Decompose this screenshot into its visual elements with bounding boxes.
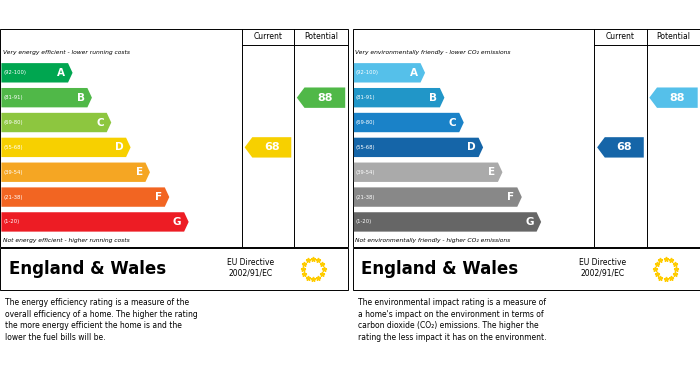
Text: (1-20): (1-20) (356, 219, 372, 224)
Text: (55-68): (55-68) (4, 145, 23, 150)
Text: B: B (76, 93, 85, 103)
Polygon shape (354, 138, 483, 157)
Text: F: F (508, 192, 514, 202)
Text: B: B (429, 93, 437, 103)
Text: 68: 68 (617, 142, 632, 152)
Polygon shape (354, 113, 464, 132)
Text: Potential: Potential (657, 32, 690, 41)
Text: (81-91): (81-91) (356, 95, 376, 100)
Text: Very environmentally friendly - lower CO₂ emissions: Very environmentally friendly - lower CO… (356, 50, 511, 55)
Polygon shape (1, 113, 111, 132)
Text: C: C (449, 118, 456, 127)
Text: 88: 88 (670, 93, 685, 103)
Text: (69-80): (69-80) (4, 120, 23, 125)
Text: England & Wales: England & Wales (361, 260, 518, 278)
Polygon shape (597, 137, 644, 158)
Text: D: D (115, 142, 123, 152)
Text: Environmental Impact (CO₂) Rating: Environmental Impact (CO₂) Rating (361, 7, 594, 20)
Text: Current: Current (606, 32, 635, 41)
Text: Current: Current (253, 32, 283, 41)
Text: D: D (467, 142, 476, 152)
Text: 88: 88 (317, 93, 332, 103)
Text: (21-38): (21-38) (4, 195, 23, 199)
Text: (39-54): (39-54) (356, 170, 375, 175)
Text: A: A (410, 68, 418, 78)
Polygon shape (354, 88, 444, 108)
Text: E: E (136, 167, 143, 177)
Text: The energy efficiency rating is a measure of the
overall efficiency of a home. T: The energy efficiency rating is a measur… (5, 298, 198, 342)
Polygon shape (354, 187, 522, 207)
Text: C: C (97, 118, 104, 127)
Polygon shape (354, 163, 503, 182)
Text: EU Directive
2002/91/EC: EU Directive 2002/91/EC (580, 258, 627, 278)
Polygon shape (1, 163, 150, 182)
Text: The environmental impact rating is a measure of
a home's impact on the environme: The environmental impact rating is a mea… (358, 298, 546, 342)
Text: (39-54): (39-54) (4, 170, 23, 175)
Text: (55-68): (55-68) (356, 145, 376, 150)
Text: EU Directive
2002/91/EC: EU Directive 2002/91/EC (227, 258, 274, 278)
Text: (69-80): (69-80) (356, 120, 376, 125)
Text: Energy Efficiency Rating: Energy Efficiency Rating (8, 7, 172, 20)
Text: Not energy efficient - higher running costs: Not energy efficient - higher running co… (3, 238, 130, 243)
Polygon shape (354, 63, 425, 83)
Polygon shape (1, 212, 189, 231)
Polygon shape (1, 63, 73, 83)
Text: A: A (57, 68, 65, 78)
Text: (81-91): (81-91) (4, 95, 23, 100)
Text: G: G (173, 217, 181, 227)
Text: Potential: Potential (304, 32, 338, 41)
Polygon shape (354, 212, 541, 231)
Text: Not environmentally friendly - higher CO₂ emissions: Not environmentally friendly - higher CO… (356, 238, 510, 243)
Text: (92-100): (92-100) (356, 70, 379, 75)
Text: (1-20): (1-20) (4, 219, 20, 224)
Text: G: G (525, 217, 534, 227)
Polygon shape (297, 88, 345, 108)
Text: England & Wales: England & Wales (8, 260, 166, 278)
Text: 68: 68 (264, 142, 279, 152)
Text: F: F (155, 192, 162, 202)
Polygon shape (1, 88, 92, 108)
Polygon shape (1, 187, 169, 207)
Polygon shape (244, 137, 291, 158)
Polygon shape (650, 88, 698, 108)
Text: (92-100): (92-100) (4, 70, 27, 75)
Text: (21-38): (21-38) (356, 195, 375, 199)
Polygon shape (1, 138, 131, 157)
Text: Very energy efficient - lower running costs: Very energy efficient - lower running co… (3, 50, 130, 55)
Text: E: E (488, 167, 495, 177)
